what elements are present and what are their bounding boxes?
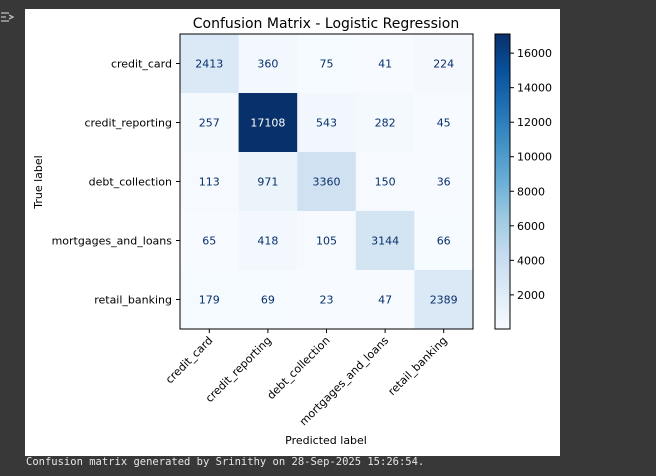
cell-value-label: 17108 <box>250 117 285 130</box>
cell-value-label: 179 <box>199 294 220 307</box>
cell-value-label: 2389 <box>430 294 458 307</box>
heatmap-cell <box>414 34 474 94</box>
cell-value-label: 47 <box>378 294 392 307</box>
confusion-matrix-chart: Confusion Matrix - Logistic Regression 2… <box>32 16 552 447</box>
heatmap-cell <box>414 93 474 153</box>
x-tick-label: debt_collection <box>265 334 333 402</box>
x-tick-labels: credit_cardcredit_reportingdebt_collecti… <box>163 329 450 428</box>
heatmap-cell <box>297 93 357 153</box>
heatmap-cell <box>297 270 357 330</box>
x-axis-label: Predicted label <box>285 434 367 447</box>
cell-value-label: 418 <box>257 235 278 248</box>
heatmap-cell <box>180 211 240 271</box>
cell-value-label: 113 <box>199 176 220 189</box>
colorbar-tick-label: 8000 <box>517 185 545 198</box>
heatmap-cell <box>297 34 357 94</box>
y-tick-labels: credit_card credit_reporting debt_collecti… <box>52 58 180 307</box>
y-tick-label: mortgages_and_loans <box>52 235 173 248</box>
colorbar-tick-label: 12000 <box>517 116 552 129</box>
cell-value-label: 360 <box>257 58 278 71</box>
output-toggle-icon[interactable] <box>0 10 16 24</box>
heatmap-cell <box>355 34 415 94</box>
cell-value-label: 23 <box>320 294 334 307</box>
cell-value-label: 75 <box>320 58 334 71</box>
confusion-matrix-figure: Confusion Matrix - Logistic Regression 2… <box>25 9 560 456</box>
cell-value-label: 543 <box>316 117 337 130</box>
heatmap-cell <box>180 152 240 212</box>
heatmap-cell <box>180 93 240 153</box>
cell-value-label: 65 <box>202 235 216 248</box>
cell-value-label: 3360 <box>313 176 341 189</box>
cell-value-label: 3144 <box>371 235 399 248</box>
cell-value-label: 36 <box>437 176 451 189</box>
cell-value-label: 224 <box>433 58 454 71</box>
cell-value-label: 45 <box>437 117 451 130</box>
cell-value-label: 66 <box>437 235 451 248</box>
colorbar <box>494 33 511 330</box>
y-tick-label: retail_banking <box>94 294 172 307</box>
cell-value-label: 41 <box>378 58 392 71</box>
y-tick-label: debt_collection <box>89 176 172 189</box>
cell-value-label: 105 <box>316 235 337 248</box>
cell-value-label: 2413 <box>195 58 223 71</box>
colorbar-ticks: 2000 4000 6000 8000 10000 12000 14000 16000 <box>510 47 552 302</box>
cell-value-label: 150 <box>375 176 396 189</box>
heatmap-cell <box>238 211 298 271</box>
heatmap-cell <box>238 152 298 212</box>
cell-value-label: 282 <box>375 117 396 130</box>
colorbar-tick-label: 4000 <box>517 254 545 267</box>
heatmap-cell <box>355 93 415 153</box>
y-axis-label: True label <box>32 155 45 209</box>
heatmap-cell <box>414 211 474 271</box>
chart-title: Confusion Matrix - Logistic Regression <box>193 16 459 32</box>
heatmap-cell <box>238 270 298 330</box>
colorbar-tick-label: 16000 <box>517 47 552 60</box>
heatmap-cell <box>355 211 415 271</box>
output-caption: Confusion matrix generated by Srinithy o… <box>26 456 425 468</box>
cell-value-label: 971 <box>257 176 278 189</box>
colorbar-tick-label: 2000 <box>517 289 545 302</box>
heatmap-cell <box>414 270 474 330</box>
x-tick-label: credit_card <box>163 334 215 386</box>
heatmap-cell <box>297 152 357 212</box>
heatmap-cell <box>355 152 415 212</box>
colorbar-tick-label: 10000 <box>517 151 552 164</box>
y-tick-label: credit_reporting <box>84 117 172 130</box>
heatmap-cell <box>180 270 240 330</box>
x-tick-label: retail_banking <box>386 334 450 398</box>
colorbar-tick-label: 14000 <box>517 82 552 95</box>
y-tick-label: credit_card <box>111 58 172 71</box>
heatmap-cell <box>238 34 298 94</box>
heatmap-cell <box>297 211 357 271</box>
heatmap-cell <box>414 152 474 212</box>
heatmap-cell <box>238 93 298 153</box>
heatmap-cells: 2413 360 75 41 224 257 17108 543 282 45 113 971 3360… <box>180 34 474 330</box>
colorbar-tick-label: 6000 <box>517 220 545 233</box>
heatmap-cell <box>180 34 240 94</box>
heatmap-cell <box>355 270 415 330</box>
cell-value-label: 69 <box>261 294 275 307</box>
cell-value-label: 257 <box>199 117 220 130</box>
